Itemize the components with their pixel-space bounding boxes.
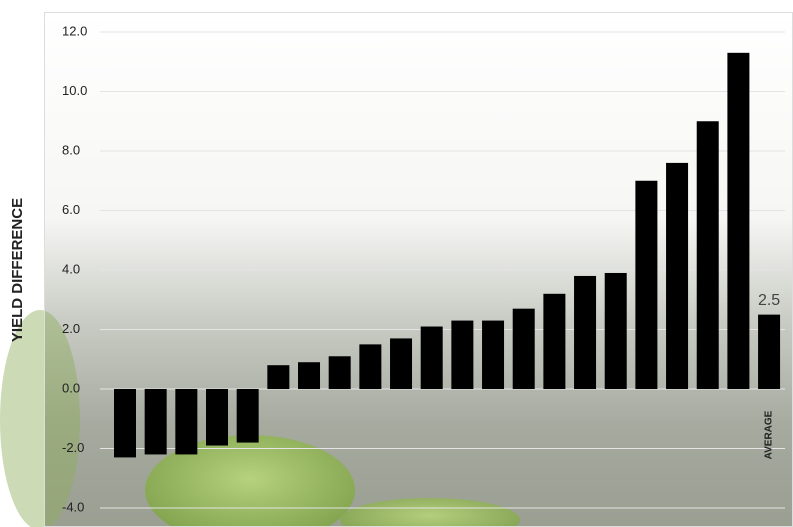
bar — [635, 180, 658, 389]
y-tick-label: 4.0 — [62, 261, 80, 276]
bar — [727, 52, 750, 389]
bar — [420, 326, 443, 389]
bar — [298, 362, 321, 389]
bar — [144, 389, 167, 455]
bar — [175, 389, 198, 455]
bar — [604, 272, 627, 389]
bar — [451, 320, 474, 389]
y-tick-label: 8.0 — [62, 142, 80, 157]
y-tick-label: 2.0 — [62, 321, 80, 336]
bar — [390, 338, 413, 389]
bar — [206, 389, 229, 446]
leaf-decoration — [0, 310, 80, 527]
value-label: 2.5 — [758, 292, 780, 309]
y-tick-label: -2.0 — [62, 440, 84, 455]
y-tick-label: 0.0 — [62, 380, 80, 395]
x-tick-label: AVERAGE — [764, 410, 775, 459]
y-axis-label: YIELD DIFFERENCE — [9, 198, 26, 342]
bar — [359, 344, 382, 389]
bar — [758, 314, 781, 389]
bar — [666, 162, 689, 389]
bar — [236, 389, 259, 443]
leaf-decoration — [145, 435, 355, 527]
bar — [696, 121, 719, 389]
y-tick-label: 10.0 — [62, 83, 87, 98]
bar — [543, 293, 566, 389]
bar — [482, 320, 505, 389]
bar — [328, 356, 351, 389]
y-tick-label: 12.0 — [62, 23, 87, 38]
bar — [512, 308, 535, 389]
leaf-decoration — [340, 498, 520, 527]
bar — [267, 365, 290, 389]
bar — [114, 389, 136, 458]
bar — [574, 275, 597, 389]
y-tick-label: -4.0 — [62, 499, 84, 514]
y-tick-label: 6.0 — [62, 202, 80, 217]
